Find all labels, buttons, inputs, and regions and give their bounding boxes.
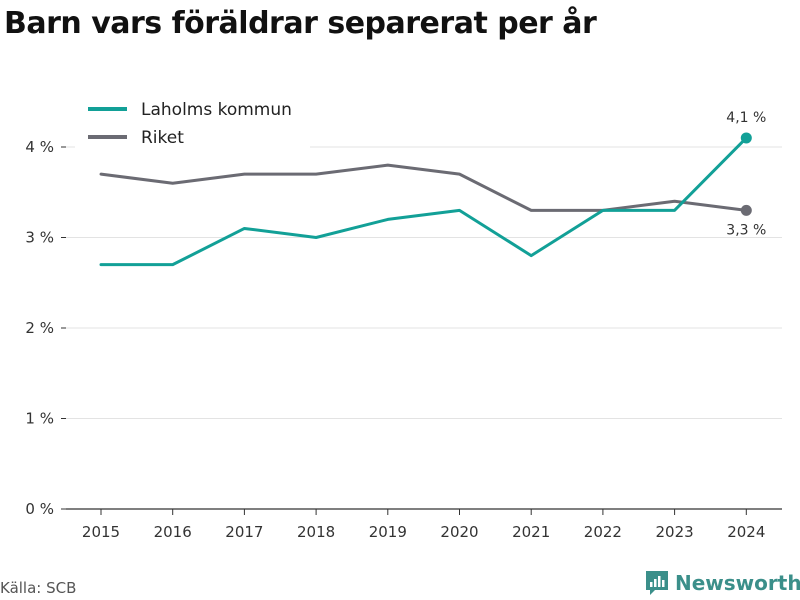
end-point-riket bbox=[740, 204, 752, 216]
y-tick-label: 2 % bbox=[25, 319, 54, 337]
brand[interactable]: Newsworthy bbox=[645, 570, 800, 596]
x-tick-label: 2018 bbox=[297, 523, 335, 541]
series-line-riket bbox=[99, 163, 748, 212]
x-tick-label: 2020 bbox=[440, 523, 478, 541]
end-value-label: 3,3 % bbox=[726, 222, 766, 238]
x-tick-label: 2022 bbox=[584, 523, 622, 541]
y-tick-label: 1 % bbox=[25, 410, 54, 428]
series-line-laholms-kommun bbox=[99, 136, 748, 267]
end-value-label: 4,1 % bbox=[726, 110, 766, 126]
legend-label: Laholms kommun bbox=[141, 100, 292, 120]
source-note: Källa: SCB bbox=[0, 579, 77, 597]
y-tick-label: 4 % bbox=[25, 138, 54, 156]
chart-title: Barn vars föräldrar separerat per år bbox=[4, 6, 597, 41]
x-tick-label: 2023 bbox=[656, 523, 694, 541]
x-tick-label: 2024 bbox=[727, 523, 765, 541]
x-tick-label: 2021 bbox=[512, 523, 550, 541]
legend-label: Riket bbox=[141, 128, 184, 148]
x-tick-label: 2019 bbox=[369, 523, 407, 541]
newsworthy-logo-icon bbox=[646, 571, 668, 595]
end-point-laholms-kommun bbox=[740, 132, 752, 144]
x-tick-label: 2017 bbox=[225, 523, 263, 541]
x-tick-label: 2016 bbox=[154, 523, 192, 541]
y-tick-label: 0 % bbox=[25, 500, 54, 518]
x-tick-label: 2015 bbox=[82, 523, 120, 541]
y-tick-label: 3 % bbox=[25, 229, 54, 247]
brand-name: Newsworthy bbox=[675, 571, 800, 595]
